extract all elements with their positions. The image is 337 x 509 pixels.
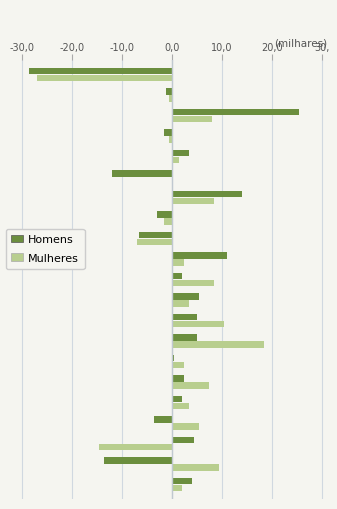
Bar bbox=[172, 376, 184, 382]
Bar bbox=[172, 403, 189, 409]
Bar bbox=[172, 321, 224, 328]
Bar bbox=[169, 96, 172, 103]
Bar bbox=[172, 423, 199, 430]
Legend: Homens, Mulheres: Homens, Mulheres bbox=[6, 230, 85, 269]
Bar bbox=[172, 334, 197, 341]
Bar bbox=[164, 219, 172, 225]
Bar bbox=[37, 76, 172, 82]
Bar bbox=[29, 69, 172, 75]
Bar bbox=[172, 199, 214, 205]
Bar bbox=[172, 260, 184, 266]
Bar bbox=[112, 171, 172, 178]
Bar bbox=[157, 212, 172, 218]
Bar bbox=[172, 301, 189, 307]
Bar bbox=[172, 464, 219, 471]
Bar bbox=[172, 314, 197, 321]
Bar bbox=[172, 382, 209, 389]
Bar bbox=[172, 342, 264, 348]
Bar bbox=[172, 362, 184, 369]
Bar bbox=[166, 89, 172, 96]
Text: (milhares): (milhares) bbox=[274, 38, 327, 48]
Bar bbox=[172, 437, 194, 443]
Bar bbox=[172, 151, 189, 157]
Bar bbox=[104, 457, 172, 464]
Bar bbox=[169, 137, 172, 144]
Bar bbox=[172, 157, 179, 164]
Bar bbox=[137, 239, 172, 246]
Bar bbox=[172, 273, 182, 280]
Bar bbox=[164, 130, 172, 136]
Bar bbox=[172, 109, 299, 116]
Bar bbox=[172, 478, 192, 484]
Bar bbox=[172, 117, 212, 123]
Bar bbox=[172, 355, 174, 361]
Bar bbox=[172, 485, 182, 491]
Bar bbox=[172, 191, 242, 198]
Bar bbox=[172, 294, 199, 300]
Bar bbox=[172, 280, 214, 287]
Bar bbox=[154, 416, 172, 423]
Bar bbox=[172, 396, 182, 403]
Bar bbox=[139, 232, 172, 239]
Bar bbox=[99, 444, 172, 450]
Bar bbox=[172, 253, 227, 259]
